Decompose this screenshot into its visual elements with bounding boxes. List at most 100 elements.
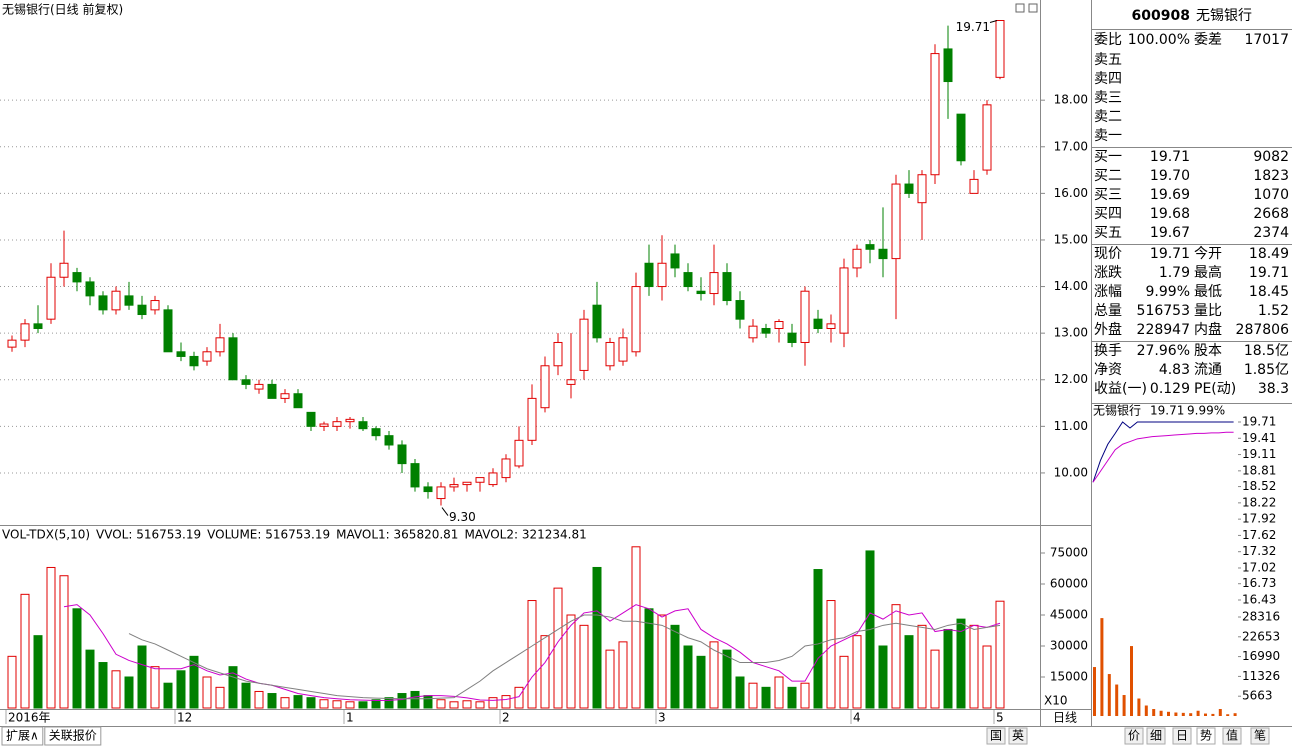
y-tick-label: 18.00: [1054, 93, 1088, 107]
intraday-line: [1092, 431, 1234, 483]
quote-cell: 228947: [1137, 322, 1190, 338]
y-tick-label: 17.62: [1242, 528, 1276, 542]
window-button[interactable]: [1015, 3, 1025, 13]
multiplier: X10: [1044, 694, 1068, 708]
quote-cell: PE(动): [1194, 381, 1236, 397]
candle-body: [306, 411, 316, 427]
tool-button[interactable]: 日: [1176, 729, 1188, 743]
annotation-arrow: [441, 507, 449, 516]
tool-frame: [1008, 727, 1028, 745]
candle-body: [228, 337, 238, 381]
y-tick-label: 28316: [1242, 610, 1280, 624]
volume-bar: [579, 624, 589, 709]
tab[interactable]: 扩展∧: [6, 729, 39, 743]
frame: [0, 0, 1292, 727]
intraday-volume: [1204, 713, 1207, 716]
candle-body: [865, 244, 875, 250]
volume-bar: [683, 645, 693, 709]
candle-body: [475, 477, 485, 483]
intraday-volume: [1144, 705, 1148, 716]
legend-text: VOL-TDX(5,10): [2, 528, 90, 542]
intraday-volume: [1174, 712, 1178, 716]
volume-bar: [228, 666, 238, 709]
candle-body: [33, 323, 43, 329]
candle-body: [98, 295, 108, 311]
candle-body: [150, 300, 160, 311]
tool-button[interactable]: 英: [1012, 729, 1024, 743]
volume-bar: [774, 676, 784, 709]
quote-cell: 9.99%: [1146, 284, 1190, 300]
candle-body: [202, 351, 212, 362]
x-tick-label: 5: [996, 711, 1004, 725]
quote-cell: 27.96%: [1137, 343, 1190, 359]
tool-frame: [1222, 727, 1242, 745]
volume-bar: [46, 566, 56, 709]
candle-body: [527, 397, 537, 441]
stock-code: 600908: [1132, 8, 1190, 24]
volume-bar: [462, 700, 472, 709]
y-tick-label: 5663: [1242, 689, 1273, 703]
volume-bar: [592, 566, 602, 709]
volume-bar: [72, 608, 82, 709]
quote-cell: 内盘: [1194, 321, 1222, 338]
tool-button[interactable]: 细: [1150, 729, 1162, 743]
volume-bar: [111, 670, 121, 709]
y-tick-label: 17.92: [1242, 512, 1276, 526]
tool-frame: [1196, 727, 1216, 745]
tab[interactable]: 关联报价: [49, 728, 97, 743]
tool-button[interactable]: 价: [1128, 729, 1140, 743]
volume-bar: [20, 593, 30, 709]
intraday-volume: [1107, 674, 1111, 716]
x-tick-label: 2: [502, 711, 510, 725]
volume-bar: [969, 624, 979, 709]
quote-cell: 外盘: [1094, 321, 1122, 338]
tool-button[interactable]: 国: [990, 729, 1002, 743]
chart-title: 无锡银行(日线 前复权): [2, 2, 123, 17]
annotation: 9.30: [449, 510, 476, 524]
candle-body: [384, 435, 394, 446]
candle-body: [722, 272, 732, 302]
tool-button[interactable]: 笔: [1254, 728, 1266, 743]
quote-cell: 总量: [1094, 303, 1122, 319]
quote-cell: 现价: [1094, 246, 1122, 262]
intraday-volume: [1211, 713, 1215, 716]
volume-bar: [59, 575, 69, 709]
y-tick-label: 75000: [1050, 545, 1088, 559]
quote-cell: 4.83: [1159, 362, 1190, 378]
candle-body: [20, 323, 30, 341]
y-tick-label: 14.00: [1054, 279, 1088, 293]
candle-body: [826, 323, 836, 329]
candle-body: [735, 300, 745, 320]
sell-label: 卖五: [1094, 52, 1122, 68]
tool-button[interactable]: 值: [1226, 728, 1238, 743]
y-tick-label: 19.41: [1242, 431, 1276, 445]
y-tick-label: 16.73: [1242, 576, 1276, 590]
intraday-volume: [1100, 618, 1104, 716]
y-tick-label: 18.22: [1242, 495, 1276, 509]
volume-bar: [917, 624, 927, 709]
tool-button[interactable]: 势: [1200, 729, 1212, 743]
quote-cell: 股本: [1194, 343, 1222, 359]
x-tick-label: 1: [346, 711, 354, 725]
volume-bar: [410, 690, 420, 709]
tool-frame: [1250, 727, 1270, 745]
volume-bar: [761, 686, 771, 709]
volume-bar: [527, 600, 537, 709]
candle-body: [163, 309, 173, 353]
candle-body: [943, 48, 953, 83]
x-tick-label: 4: [853, 711, 861, 725]
candle-body: [878, 248, 888, 260]
quote-cell: 今开: [1194, 246, 1222, 262]
volume-bar: [956, 618, 966, 709]
quote-cell: 19.71: [1249, 265, 1289, 281]
volume-bar: [137, 645, 147, 709]
volume-bar: [813, 569, 823, 709]
tool-frame: [1146, 727, 1166, 745]
y-tick-label: 18.52: [1242, 479, 1276, 493]
candle-body: [995, 20, 1005, 78]
volume-bar: [943, 628, 953, 709]
legend-text: MAVOL2: 321234.81: [464, 528, 586, 542]
volume-bar: [176, 670, 186, 709]
window-button[interactable]: [1028, 3, 1038, 13]
